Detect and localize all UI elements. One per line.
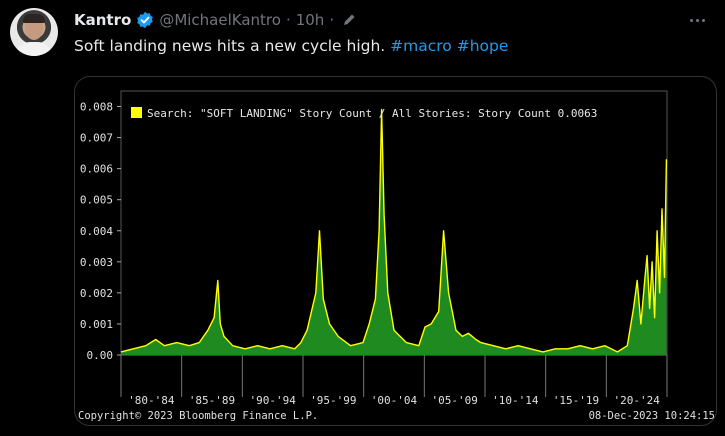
y-tick-label: 0.004 [80, 225, 113, 238]
x-tick-label: '10-'14 [492, 394, 539, 407]
tweet-header: Kantro @MichaelKantro · 10h · [74, 9, 357, 31]
y-tick-label: 0.007 [80, 132, 113, 145]
tweet-body: Soft landing news hits a new cycle high. [74, 37, 386, 55]
author-avatar[interactable] [10, 8, 58, 56]
y-tick-label: 0.002 [80, 287, 113, 300]
x-tick-label: '15-'19 [553, 394, 599, 407]
separator-dot: · [285, 11, 291, 29]
tweet-media-image[interactable]: 0.008 0.007 0.006 0.005 0.004 0.003 0.002 0.001… [74, 76, 717, 426]
y-tick-label: 0.001 [80, 318, 113, 331]
legend-label: Search: "SOFT LANDING" Story Count / All… [147, 107, 597, 120]
y-tick-label: 0.008 [80, 101, 113, 114]
tweet-text: Soft landing news hits a new cycle high.… [74, 37, 508, 55]
legend-swatch [131, 107, 142, 118]
avatar-shirt [16, 42, 52, 56]
y-tick-label: 0.00 [87, 349, 114, 362]
author-handle[interactable]: @MichaelKantro [159, 11, 281, 29]
y-tick-label: 0.005 [80, 194, 113, 207]
y-tick-label: 0.003 [80, 256, 113, 269]
more-dot [689, 18, 693, 22]
x-tick-label: '80-'84 [128, 394, 175, 407]
series-line [120, 108, 668, 353]
y-tick-label: 0.006 [80, 163, 113, 176]
x-tick-label: '95-'99 [310, 394, 356, 407]
edited-pencil-icon[interactable] [341, 12, 357, 28]
hashtag-hope[interactable]: #hope [456, 37, 509, 55]
more-options-icon[interactable] [687, 10, 707, 30]
avatar-face [25, 18, 43, 40]
x-tick-label: '05-'09 [431, 394, 477, 407]
tweet-timestamp[interactable]: 10h [295, 11, 325, 29]
more-dot [701, 18, 705, 22]
copyright-text: Copyright© 2023 Bloomberg Finance L.P. [78, 410, 318, 422]
avatar-hair [23, 14, 45, 23]
x-tick-label: '85-'89 [189, 394, 235, 407]
x-tick-label: '00-'04 [371, 394, 418, 407]
verified-badge-icon [137, 11, 154, 29]
chart-timestamp: 08-Dec-2023 10:24:15 [589, 410, 715, 422]
author-name[interactable]: Kantro [74, 11, 132, 29]
hashtag-macro[interactable]: #macro [390, 37, 452, 55]
separator-dot-2: · [329, 11, 335, 29]
chart: 0.008 0.007 0.006 0.005 0.004 0.003 0.002 0.001… [78, 90, 715, 422]
more-dot [695, 18, 699, 22]
x-tick-label: '20-'24 [613, 394, 660, 407]
x-tick-label: '90-'94 [249, 394, 296, 407]
plot-frame [120, 90, 668, 356]
